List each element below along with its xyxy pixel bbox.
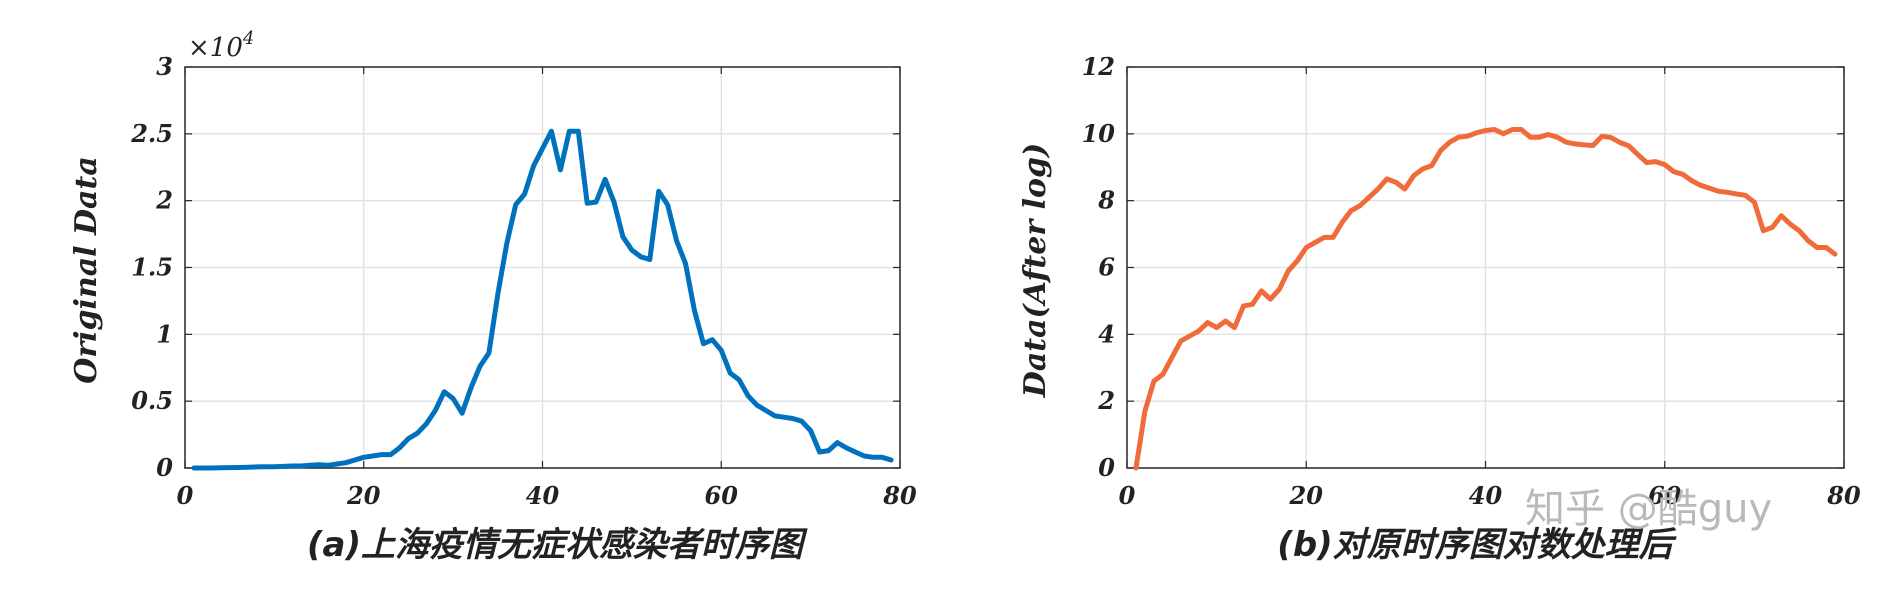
chart-a-y-multiplier-base: ×10 bbox=[188, 33, 243, 63]
chart-a-y-multiplier: ×104 bbox=[188, 28, 254, 63]
chart-b-ticks: 0 2 4 6 8 10 12 0 20 40 60 80 bbox=[1082, 52, 1861, 510]
chart-a-x-tick-label: 80 bbox=[882, 481, 917, 510]
chart-a-y-tick-label: 1 bbox=[156, 319, 173, 348]
chart-a-series-line bbox=[191, 128, 894, 471]
chart-b-grid bbox=[1127, 67, 1844, 468]
chart-a-y-tick-label: 2.5 bbox=[130, 119, 173, 148]
chart-b-x-tick-label: 20 bbox=[1289, 481, 1324, 510]
chart-b: 0 2 4 6 8 10 12 0 20 40 60 80 Data(After log) (b)对原… bbox=[1018, 52, 1861, 565]
chart-a-y-axis-label: Original Data bbox=[69, 156, 104, 384]
chart-b-x-tick-label: 0 bbox=[1119, 481, 1136, 510]
chart-b-y-tick-label: 2 bbox=[1097, 386, 1115, 415]
chart-a-caption: (a)上海疫情无症状感染者时序图 bbox=[307, 525, 808, 565]
chart-a-y-tick-label: 1.5 bbox=[131, 253, 173, 282]
chart-a-grid bbox=[185, 67, 900, 468]
watermark-text: 知乎 @酷guy bbox=[1525, 486, 1772, 532]
chart-b-caption: (b)对原时序图对数处理后 bbox=[1277, 525, 1676, 565]
chart-b-y-axis-label: Data(After log) bbox=[1018, 143, 1053, 398]
chart-a-y-tick-label: 0.5 bbox=[131, 386, 173, 415]
chart-b-series-line bbox=[1133, 127, 1838, 471]
chart-b-y-tick-label: 6 bbox=[1098, 253, 1115, 282]
chart-a-y-tick-label: 2 bbox=[155, 186, 173, 215]
chart-b-y-tick-label: 10 bbox=[1082, 119, 1116, 148]
chart-b-y-tick-label: 0 bbox=[1098, 453, 1115, 482]
chart-a-y-multiplier-exponent: 4 bbox=[242, 28, 254, 49]
chart-a-y-tick-label: 3 bbox=[156, 52, 173, 81]
chart-a-x-tick-label: 0 bbox=[177, 481, 194, 510]
chart-b-x-tick-label: 60 bbox=[1648, 481, 1682, 510]
chart-b-y-tick-label: 4 bbox=[1098, 319, 1115, 348]
chart-a-ticks: 0 0.5 1 1.5 2 2.5 3 0 20 40 60 80 bbox=[130, 52, 917, 510]
chart-b-x-tick-label: 80 bbox=[1826, 481, 1861, 510]
chart-a-x-tick-label: 40 bbox=[526, 481, 560, 510]
chart-a-x-tick-label: 60 bbox=[705, 481, 739, 510]
chart-b-x-tick-label: 40 bbox=[1469, 481, 1503, 510]
chart-a-x-tick-label: 20 bbox=[346, 481, 381, 510]
chart-a-y-tick-label: 0 bbox=[156, 453, 173, 482]
chart-b-y-tick-label: 12 bbox=[1082, 52, 1115, 81]
chart-b-y-tick-label: 8 bbox=[1097, 186, 1115, 215]
chart-a: 0 0.5 1 1.5 2 2.5 3 0 20 40 60 80 ×104 Original Dat… bbox=[69, 28, 917, 565]
